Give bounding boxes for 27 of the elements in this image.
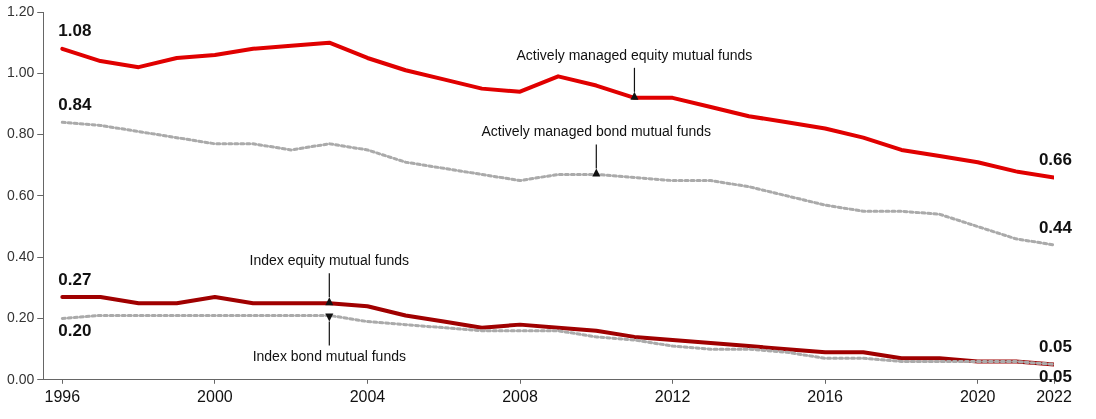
x-tick-label: 2000 [197,387,233,405]
x-tick-label: 2022 [1036,387,1072,405]
data-label: 0.84 [58,95,92,115]
data-label: 0.20 [58,321,92,341]
x-tick-label: 2008 [502,387,538,405]
annotation: Actively managed equity mutual funds [516,46,753,63]
x-tick-label: 2012 [654,387,691,405]
annotation: Actively managed bond mutual funds [481,123,712,140]
y-tick-label: 1.20 [7,2,35,19]
data-label: 0.66 [1038,150,1072,170]
data-label: 1.08 [58,21,92,41]
data-label: 0.27 [58,269,92,289]
y-tick-label: 0.00 [7,370,35,387]
y-tick-label: 0.20 [7,309,35,326]
data-label: 0.44 [1038,217,1073,237]
y-tick-label: 0.60 [7,186,35,203]
x-tick-label: 2004 [349,387,386,405]
annotation: Index bond mutual funds [252,348,406,365]
x-tick-label: 2016 [807,387,844,405]
x-tick-label: 1996 [44,387,81,405]
y-tick-label: 1.00 [7,64,35,81]
y-tick-label: 0.40 [7,248,35,265]
annotation: Index equity mutual funds [249,252,410,269]
x-tick-label: 2020 [959,387,996,405]
data-label: 0.05 [1038,337,1072,357]
data-label: 0.05 [1038,367,1072,387]
y-tick-label: 0.80 [7,125,35,142]
